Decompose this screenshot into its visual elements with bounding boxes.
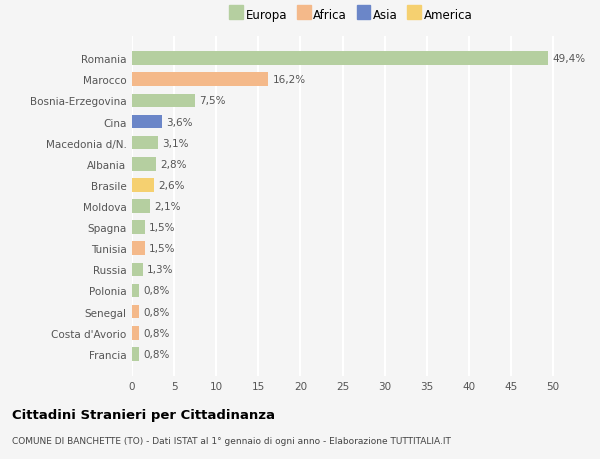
Text: 0,8%: 0,8%: [143, 286, 169, 296]
Bar: [132, 73, 268, 87]
Text: 7,5%: 7,5%: [199, 96, 226, 106]
Text: 2,1%: 2,1%: [154, 202, 181, 212]
Bar: [132, 52, 548, 66]
Bar: [132, 94, 195, 108]
Bar: [132, 347, 139, 361]
Text: 2,6%: 2,6%: [158, 180, 185, 190]
Text: 16,2%: 16,2%: [272, 75, 306, 85]
Text: 3,6%: 3,6%: [167, 117, 193, 127]
Bar: [132, 157, 155, 171]
Text: 0,8%: 0,8%: [143, 328, 169, 338]
Text: 2,8%: 2,8%: [160, 159, 186, 169]
Bar: [132, 221, 145, 235]
Bar: [132, 136, 158, 150]
Bar: [132, 305, 139, 319]
Text: COMUNE DI BANCHETTE (TO) - Dati ISTAT al 1° gennaio di ogni anno - Elaborazione : COMUNE DI BANCHETTE (TO) - Dati ISTAT al…: [12, 436, 451, 445]
Bar: [132, 200, 149, 213]
Text: 1,5%: 1,5%: [149, 244, 175, 254]
Legend: Europa, Africa, Asia, America: Europa, Africa, Asia, America: [227, 6, 475, 24]
Bar: [132, 242, 145, 256]
Bar: [132, 179, 154, 192]
Bar: [132, 263, 143, 277]
Text: 0,8%: 0,8%: [143, 349, 169, 359]
Text: 1,3%: 1,3%: [147, 265, 173, 275]
Text: 1,5%: 1,5%: [149, 223, 175, 233]
Bar: [132, 284, 139, 298]
Text: Cittadini Stranieri per Cittadinanza: Cittadini Stranieri per Cittadinanza: [12, 409, 275, 421]
Text: 49,4%: 49,4%: [553, 54, 586, 64]
Bar: [132, 115, 163, 129]
Bar: [132, 326, 139, 340]
Text: 3,1%: 3,1%: [163, 138, 189, 148]
Text: 0,8%: 0,8%: [143, 307, 169, 317]
